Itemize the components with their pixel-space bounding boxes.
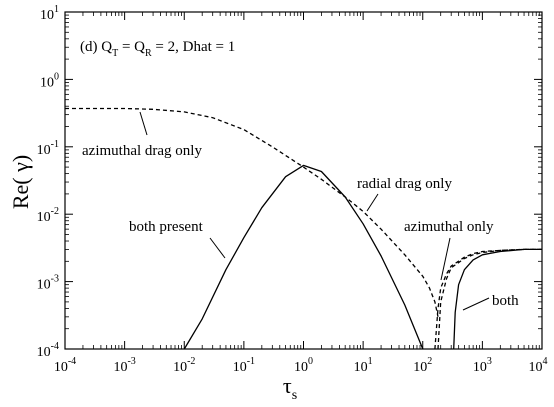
x-axis-label: τs <box>283 373 297 403</box>
series-line-4 <box>434 248 542 350</box>
x-tick-label: 10-2 <box>173 356 195 375</box>
series-line-2 <box>183 164 424 350</box>
annotation-azimuthal-only: azimuthal only <box>404 219 494 235</box>
y-tick-label: 10-1 <box>37 139 59 158</box>
series-layer <box>65 107 542 350</box>
pointer-azimuthal-only <box>440 237 451 281</box>
y-tick-label: 10-3 <box>37 274 59 293</box>
series-line-1 <box>65 107 439 317</box>
y-tick-label: 101 <box>40 4 59 23</box>
pointer-azimuthal-drag-only <box>139 111 148 136</box>
x-tick-label: 10-3 <box>113 356 135 375</box>
annotation-radial-drag-only: radial drag only <box>357 176 452 192</box>
annotation-both-present: both present <box>129 219 204 235</box>
x-tick-label: 10-1 <box>233 356 255 375</box>
annotation-both: both <box>492 293 519 309</box>
y-tick-label: 10-4 <box>37 341 59 360</box>
x-tick-label: 104 <box>529 356 548 375</box>
x-tick-label: 10-4 <box>54 356 76 375</box>
series-line-5 <box>453 248 542 350</box>
x-tick-label: 101 <box>354 356 373 375</box>
plot-frame <box>64 11 543 350</box>
annotation-azimuthal-drag-only: azimuthal drag only <box>82 143 202 159</box>
y-tick-label: 100 <box>40 71 59 90</box>
series-line-3 <box>437 248 542 350</box>
x-tick-label: 103 <box>473 356 492 375</box>
pointer-radial-drag-only <box>366 193 379 212</box>
y-axis-label: Re( γ) <box>8 155 33 209</box>
x-tick-label: 102 <box>413 356 432 375</box>
y-tick-label: 10-2 <box>37 206 59 225</box>
pointer-both <box>462 297 490 311</box>
axis-ticks: 10-4 10-3 10-2 10-1 100 101 102 103 104 10-4 10-3 1… <box>37 4 548 375</box>
pointer-both-present <box>209 237 226 259</box>
panel-label: (d) QT = QR = 2, Dhat = 1 <box>80 39 235 59</box>
x-tick-label: 100 <box>294 356 313 375</box>
